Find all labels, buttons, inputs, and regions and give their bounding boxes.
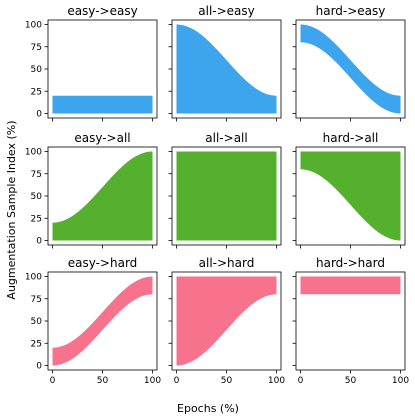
y-tick-label: 75 [31, 170, 42, 180]
x-tick-label: 50 [345, 376, 357, 386]
band-area-easy->easy [52, 95, 153, 114]
panel-title: hard->all [323, 131, 379, 145]
y-tick-label: 50 [31, 192, 43, 202]
band-area-easy->hard [52, 276, 153, 366]
panel-easy->easy: easy->easy 0 25 50 75 100 [25, 4, 158, 122]
panel-easy->hard: easy->hard 0 25 50 75 100 0 50 100 [25, 256, 162, 386]
panel-hard->hard: hard->hard 0 50 100 [292, 256, 409, 386]
y-axis-label: Augmentation Sample Index (%) [5, 120, 18, 299]
x-tick-label: 50 [97, 376, 109, 386]
band-area-all->hard [176, 276, 277, 366]
x-axis-label: Epochs (%) [177, 402, 239, 415]
panel-title: hard->hard [316, 256, 385, 270]
panel-title: all->hard [199, 256, 255, 270]
y-tick-label: 75 [31, 295, 42, 305]
x-tick-label: 0 [50, 376, 56, 386]
y-tick-label: 75 [31, 43, 42, 53]
panel-easy->all: easy->all 0 25 50 75 100 [25, 131, 158, 249]
y-tick-label: 0 [36, 110, 42, 120]
panel-title: all->easy [198, 4, 255, 18]
panel-title: easy->hard [68, 256, 138, 270]
panels-grid: easy->easy 0 25 50 75 100 all->easy hard->easy e… [25, 4, 410, 386]
panel-all->easy: all->easy [168, 4, 282, 122]
y-tick-label: 25 [31, 214, 42, 224]
panel-title: all->all [205, 131, 247, 145]
panel-all->hard: all->hard 0 50 100 [168, 256, 285, 386]
x-tick-label: 0 [174, 376, 180, 386]
y-tick-label: 50 [31, 317, 43, 327]
panel-title: easy->easy [67, 4, 137, 18]
panel-title: easy->all [74, 131, 130, 145]
band-area-hard->all [300, 151, 401, 241]
x-tick-label: 100 [392, 376, 409, 386]
y-tick-label: 0 [36, 362, 42, 372]
y-tick-label: 50 [31, 65, 43, 75]
panel-all->all: all->all [168, 131, 282, 249]
band-area-hard->easy [300, 24, 401, 114]
panel-title: hard->easy [316, 4, 386, 18]
band-area-all->all [176, 151, 277, 241]
y-tick-label: 25 [31, 339, 42, 349]
panel-hard->easy: hard->easy [292, 4, 406, 122]
band-area-hard->hard [300, 276, 401, 295]
x-tick-label: 100 [144, 376, 161, 386]
band-area-all->easy [176, 24, 277, 114]
band-area-easy->all [52, 151, 153, 241]
x-tick-label: 50 [221, 376, 233, 386]
y-tick-label: 0 [36, 237, 42, 247]
x-tick-label: 100 [268, 376, 285, 386]
y-tick-label: 100 [25, 148, 42, 158]
y-tick-label: 100 [25, 21, 42, 31]
y-tick-label: 25 [31, 87, 42, 97]
panel-hard->all: hard->all [292, 131, 406, 249]
y-tick-label: 100 [25, 273, 42, 283]
x-tick-label: 0 [298, 376, 304, 386]
